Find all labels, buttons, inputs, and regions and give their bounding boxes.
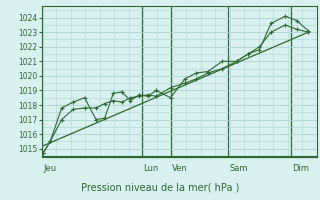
- Text: Pression niveau de la mer( hPa ): Pression niveau de la mer( hPa ): [81, 182, 239, 192]
- Text: Sam: Sam: [229, 164, 248, 173]
- Text: Dim: Dim: [292, 164, 310, 173]
- Text: Lun: Lun: [144, 164, 159, 173]
- Text: Ven: Ven: [172, 164, 188, 173]
- Text: Jeu: Jeu: [43, 164, 56, 173]
